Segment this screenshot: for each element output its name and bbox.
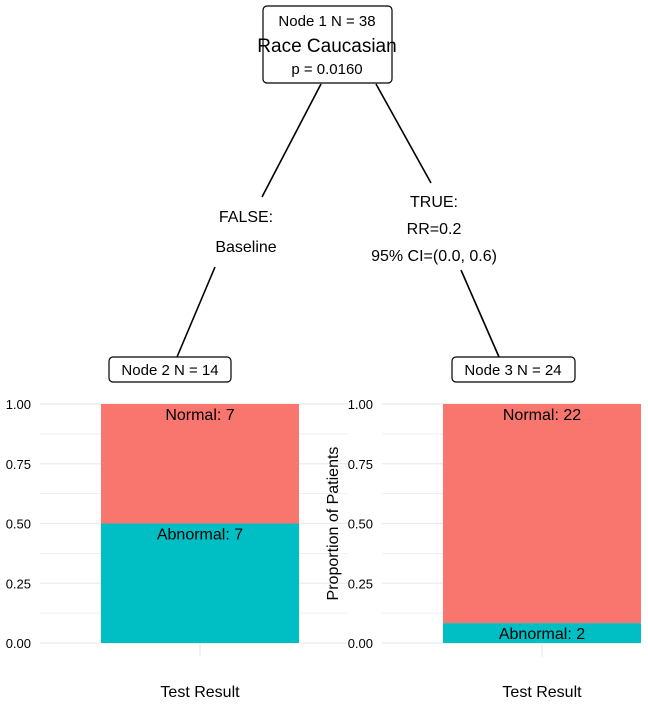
y-tick-label: 0.25 xyxy=(6,576,31,591)
leaf-node-2: Node 2 N = 14 xyxy=(108,356,232,383)
edge-label-true-line-2: RR=0.2 xyxy=(407,221,462,238)
y-tick-label: 1.00 xyxy=(348,397,373,412)
bar-label-normal: Normal: 22 xyxy=(503,407,581,424)
edge-label-false: FALSE: Baseline xyxy=(215,209,276,256)
y-tick-label: 0.25 xyxy=(348,576,373,591)
edge-right-lower xyxy=(460,269,500,358)
bar-label-normal: Normal: 7 xyxy=(165,407,234,424)
bar-abnormal xyxy=(443,623,641,643)
root-node-variable: Race Caucasian xyxy=(257,36,396,57)
x-axis-title: Test Result xyxy=(160,684,240,701)
edge-left-upper xyxy=(261,83,322,198)
bar-normal xyxy=(101,404,299,524)
leaf-node-2-label: Node 2 N = 14 xyxy=(121,362,218,379)
y-tick-label: 0.75 xyxy=(6,457,31,472)
edge-label-true: TRUE: RR=0.2 95% CI=(0.0, 0.6) xyxy=(371,194,497,265)
y-tick-label: 0.00 xyxy=(348,636,373,651)
panel-1: Abnormal: 7 Normal: 7 0.00 0.25 0.50 0.75 1.00… xyxy=(6,397,348,701)
y-tick-label: 0.00 xyxy=(6,636,31,651)
leaf-node-3-label: Node 3 N = 24 xyxy=(464,362,561,379)
edge-label-false-line-1: FALSE: xyxy=(219,209,273,226)
root-node-label: Node 1 N = 38 xyxy=(278,13,375,30)
edge-label-true-line-1: TRUE: xyxy=(410,194,458,211)
leaf-node-2-box xyxy=(108,356,232,383)
tree-edges xyxy=(176,83,500,358)
bar-label-abnormal: Abnormal: 7 xyxy=(157,527,243,544)
root-node-pvalue: p = 0.0160 xyxy=(291,61,362,78)
bar-label-abnormal: Abnormal: 2 xyxy=(499,626,585,643)
root-node: Node 1 N = 38 Race Caucasian p = 0.0160 xyxy=(257,5,397,84)
y-tick-label: 0.50 xyxy=(6,517,31,532)
y-tick-label: 0.50 xyxy=(348,517,373,532)
root-node-box xyxy=(262,5,393,84)
edge-label-false-line-2: Baseline xyxy=(215,239,276,256)
leaf-node-3: Node 3 N = 24 xyxy=(451,356,576,383)
edge-label-true-line-3: 95% CI=(0.0, 0.6) xyxy=(371,248,497,265)
bar-abnormal xyxy=(101,523,299,643)
bar-normal xyxy=(443,404,641,624)
leaf-panels: Abnormal: 7 Normal: 7 0.00 0.25 0.50 0.75 1.00… xyxy=(6,397,641,701)
edge-right-upper xyxy=(375,83,432,184)
edge-left-lower xyxy=(176,266,216,358)
x-axis-title: Test Result xyxy=(502,684,582,701)
y-axis-title: Proportion of Patients xyxy=(325,447,342,601)
y-tick-label: 0.75 xyxy=(348,457,373,472)
leaf-node-3-box xyxy=(451,356,576,383)
panel-2: Abnormal: 2 Normal: 22 0.00 0.25 0.50 0.75 1.0… xyxy=(325,397,641,701)
y-tick-label: 1.00 xyxy=(6,397,31,412)
